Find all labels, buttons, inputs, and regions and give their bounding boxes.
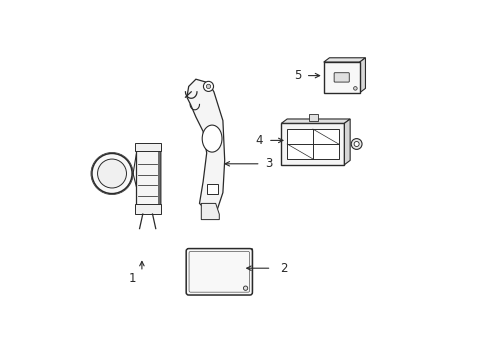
Polygon shape xyxy=(281,119,349,123)
FancyBboxPatch shape xyxy=(323,62,359,93)
Polygon shape xyxy=(186,79,224,211)
Circle shape xyxy=(203,81,213,91)
Polygon shape xyxy=(249,249,252,292)
Circle shape xyxy=(350,139,361,149)
FancyBboxPatch shape xyxy=(308,114,317,121)
Text: 3: 3 xyxy=(265,157,272,170)
FancyBboxPatch shape xyxy=(186,248,252,295)
FancyBboxPatch shape xyxy=(281,123,344,165)
Polygon shape xyxy=(134,204,160,214)
Polygon shape xyxy=(201,203,219,220)
Text: 5: 5 xyxy=(293,69,301,82)
FancyBboxPatch shape xyxy=(286,129,338,159)
Ellipse shape xyxy=(202,125,222,152)
Circle shape xyxy=(243,286,247,290)
Polygon shape xyxy=(188,249,252,251)
Circle shape xyxy=(92,153,132,194)
Polygon shape xyxy=(134,143,160,151)
Polygon shape xyxy=(344,119,349,165)
Polygon shape xyxy=(323,58,365,62)
Text: 2: 2 xyxy=(279,262,286,275)
Polygon shape xyxy=(159,146,161,207)
Text: 4: 4 xyxy=(255,134,263,147)
Circle shape xyxy=(353,86,356,90)
FancyBboxPatch shape xyxy=(206,184,218,194)
Polygon shape xyxy=(359,58,365,93)
FancyBboxPatch shape xyxy=(333,73,348,82)
Polygon shape xyxy=(136,148,159,207)
Circle shape xyxy=(353,141,358,147)
Circle shape xyxy=(206,84,210,89)
Text: 1: 1 xyxy=(129,273,136,285)
Circle shape xyxy=(98,159,126,188)
Polygon shape xyxy=(136,146,161,148)
